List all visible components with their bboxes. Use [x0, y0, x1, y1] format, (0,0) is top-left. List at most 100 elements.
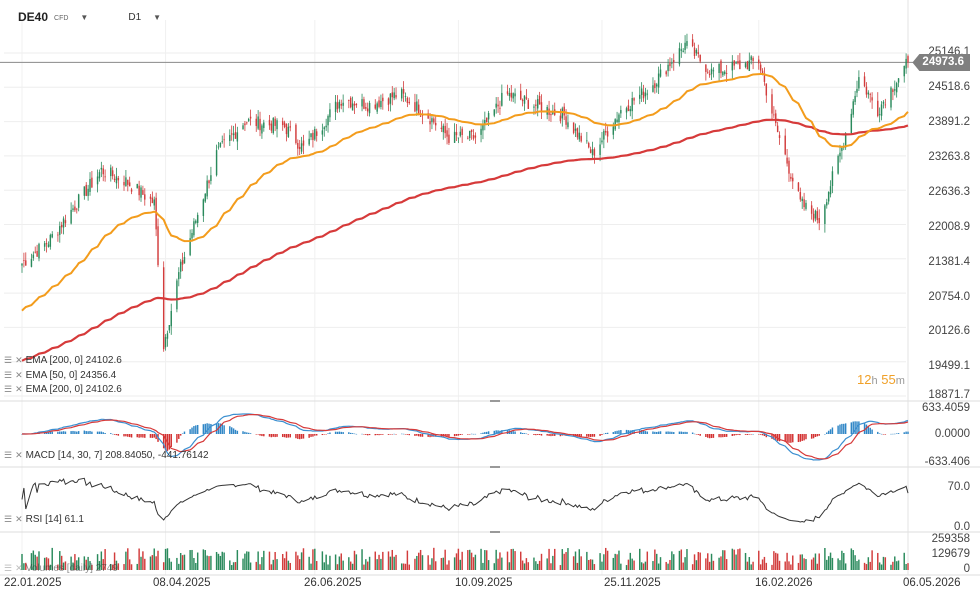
- candle-body: [302, 140, 305, 146]
- volume-bar: [654, 549, 656, 570]
- candle-body: [355, 103, 358, 106]
- timeframe-dropdown-icon[interactable]: ▼: [153, 12, 162, 22]
- indicator-label: RSI [14] 61.1: [25, 514, 84, 525]
- macd-histogram-bar: [695, 434, 698, 435]
- indicator-volume[interactable]: ☰ ✕ Volumes [daily] 2749: [4, 563, 118, 574]
- symbol-label[interactable]: DE40: [18, 10, 49, 24]
- macd-histogram-bar: [748, 434, 751, 435]
- volume-bar: [342, 560, 344, 570]
- volume-bar: [482, 562, 484, 570]
- volume-bar: [314, 548, 316, 570]
- close-icon[interactable]: ✕: [15, 370, 23, 380]
- candle-body: [164, 337, 167, 348]
- volume-bar: [508, 562, 511, 570]
- candles: [21, 33, 909, 352]
- volume-bar: [230, 565, 233, 570]
- macd-histogram-bar: [123, 434, 125, 437]
- settings-icon[interactable]: ☰: [4, 450, 13, 460]
- macd-histogram-bar: [671, 431, 673, 434]
- volume-bar: [111, 564, 114, 570]
- volume-bar: [125, 551, 127, 570]
- volume-bar: [856, 561, 858, 570]
- volume-bar: [434, 561, 437, 570]
- volume-bar: [776, 553, 779, 570]
- volume-bar: [368, 556, 371, 570]
- settings-icon[interactable]: ☰: [4, 563, 13, 573]
- macd-histogram-bar: [890, 433, 892, 435]
- volume-bar: [323, 562, 325, 570]
- settings-icon[interactable]: ☰: [4, 514, 13, 524]
- macd-histogram-bar: [234, 429, 237, 434]
- macd-histogram-bar: [752, 433, 754, 435]
- settings-icon[interactable]: ☰: [4, 355, 13, 365]
- settings-icon[interactable]: ☰: [4, 384, 13, 394]
- volume-bar: [76, 560, 78, 570]
- volume-bar: [382, 551, 384, 570]
- candle-body: [168, 325, 171, 331]
- volume-bar: [74, 554, 76, 570]
- close-icon[interactable]: ✕: [15, 514, 23, 524]
- close-icon[interactable]: ✕: [15, 355, 23, 365]
- macd-histogram-bar: [593, 434, 596, 437]
- close-icon[interactable]: ✕: [15, 450, 23, 460]
- settings-icon[interactable]: ☰: [4, 370, 13, 380]
- candle-body: [525, 97, 528, 99]
- candle-body: [501, 92, 503, 106]
- macd-histogram-bar: [895, 433, 898, 434]
- volume-bar: [59, 551, 61, 570]
- timeframe-label[interactable]: D1: [128, 11, 142, 23]
- close-icon[interactable]: ✕: [15, 384, 23, 394]
- macd-histogram-bar: [485, 431, 488, 434]
- volume-bar: [257, 551, 259, 570]
- volume-bar: [718, 557, 720, 570]
- candle-body: [540, 102, 543, 113]
- indicator-rsi[interactable]: ☰ ✕ RSI [14] 61.1: [4, 514, 84, 525]
- candle-body: [289, 126, 291, 128]
- volume-bar: [144, 558, 146, 570]
- macd-histogram-bar: [735, 434, 737, 436]
- macd-histogram-bar: [342, 432, 344, 434]
- close-icon[interactable]: ✕: [15, 563, 23, 573]
- volume-bar: [25, 562, 27, 570]
- macd-histogram-bar: [467, 434, 469, 435]
- macd-histogram-bar: [852, 421, 854, 434]
- volume-bar: [419, 549, 422, 570]
- macd-histogram-bar: [858, 421, 860, 434]
- candle-body: [708, 73, 711, 76]
- symbol-dropdown-icon[interactable]: ▼: [80, 12, 89, 22]
- macd-histogram-bar: [552, 434, 554, 436]
- volume-bar: [656, 553, 658, 570]
- macd-histogram-bar: [625, 429, 628, 434]
- volume-bar: [64, 561, 67, 570]
- macd-histogram-bar: [308, 434, 310, 438]
- indicator-ema200-b[interactable]: ☰ ✕ EMA [200, 0] 24102.6: [4, 384, 122, 395]
- candle-body: [189, 238, 191, 256]
- indicator-macd[interactable]: ☰ ✕ MACD [14, 30, 7] 208.84050, -441.7614…: [4, 450, 209, 461]
- macd-histogram-bar: [844, 423, 847, 434]
- macd-histogram-bar: [87, 431, 89, 434]
- pane-resize-handle: [490, 531, 500, 533]
- candle-body: [818, 217, 820, 224]
- indicator-ema200-a[interactable]: ☰ ✕ EMA [200, 0] 24102.6: [4, 355, 122, 366]
- macd-histogram-bar: [351, 433, 354, 434]
- candle-body: [308, 138, 310, 145]
- candle-body: [166, 333, 169, 339]
- volume-bar: [87, 556, 89, 570]
- candle-body: [854, 95, 856, 103]
- macd-histogram-bar: [363, 434, 365, 435]
- candle-body: [871, 97, 873, 101]
- candle-body: [574, 128, 577, 131]
- volume-bar: [270, 564, 273, 570]
- macd-histogram-bar: [193, 426, 195, 434]
- indicator-ema50[interactable]: ☰ ✕ EMA [50, 0] 24356.4: [4, 370, 116, 381]
- macd-histogram-bar: [540, 434, 543, 436]
- volume-bar: [640, 562, 643, 570]
- volume-bar: [618, 550, 620, 570]
- macd-histogram-bar: [865, 424, 868, 434]
- macd-histogram-bar: [812, 434, 815, 439]
- volume-bar: [867, 557, 870, 570]
- macd-histogram-bar: [281, 434, 284, 438]
- volume-bar: [744, 552, 747, 570]
- volume-bar: [657, 563, 660, 570]
